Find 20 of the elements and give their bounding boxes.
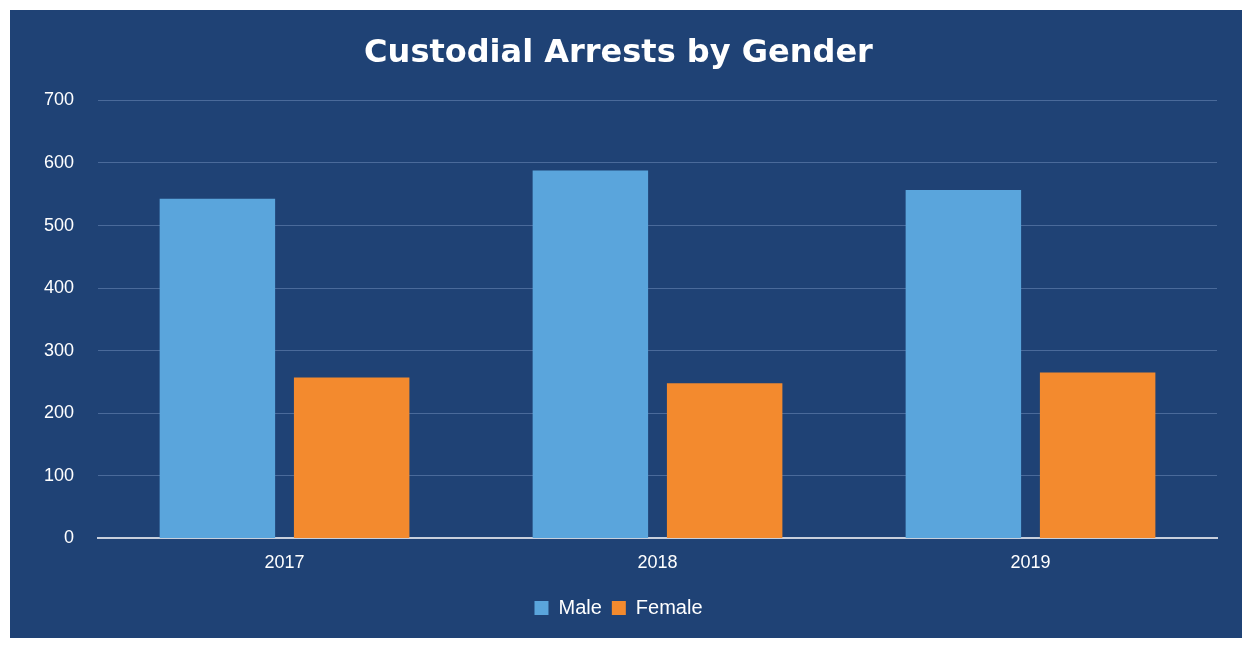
legend-label: Male — [558, 595, 602, 618]
y-tick-label: 400 — [43, 277, 75, 298]
y-tick-label: 100 — [43, 464, 75, 485]
y-tick-label: 0 — [64, 527, 75, 548]
y-tick-label: 500 — [43, 214, 75, 235]
x-tick-label: 2017 — [264, 552, 305, 573]
chart-title: Custodial Arrests by Gender — [364, 31, 874, 70]
bar — [905, 189, 1022, 538]
y-tick-label: 700 — [43, 89, 75, 110]
bar — [532, 170, 649, 538]
bar — [666, 383, 783, 538]
y-tick-label: 300 — [43, 339, 75, 360]
bar — [1039, 372, 1156, 538]
y-tick-label: 600 — [43, 151, 75, 172]
bar — [293, 377, 410, 538]
bar — [159, 198, 276, 538]
x-tick-label: 2019 — [1010, 552, 1051, 573]
y-tick-label: 200 — [43, 402, 75, 423]
legend-label: Female — [635, 595, 703, 618]
x-tick-label: 2018 — [637, 552, 678, 573]
